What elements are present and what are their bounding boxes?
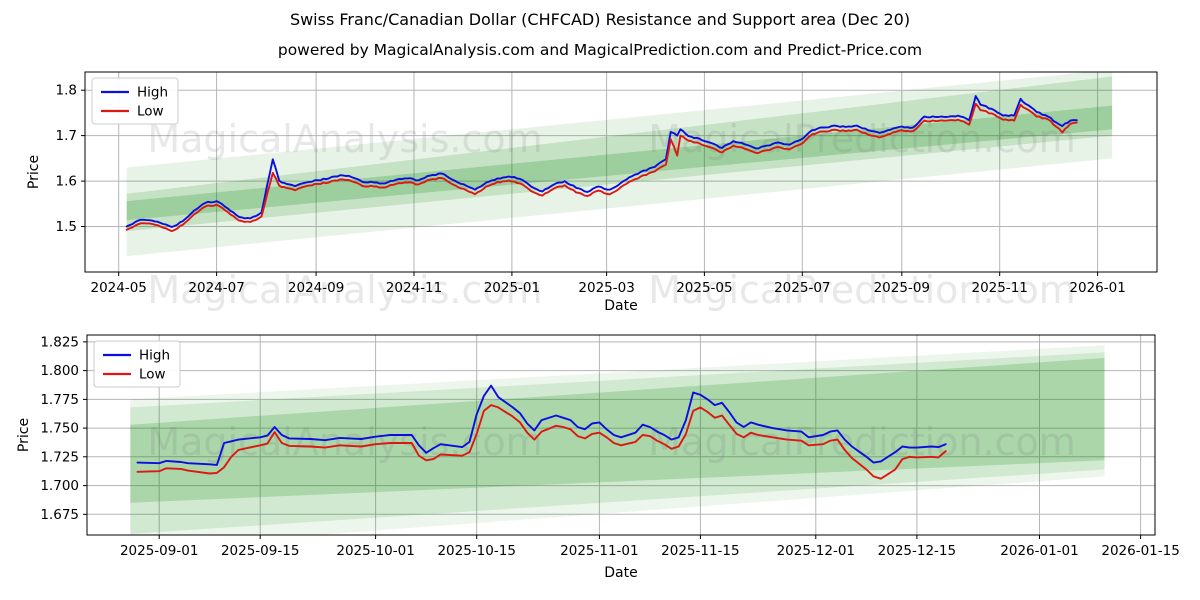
legend: High Low [91, 77, 179, 125]
low-line [125, 102, 1078, 233]
series-layer [125, 95, 1078, 233]
y-tick-label: 1.7 [56, 128, 77, 144]
x-tick-label: 2025-10-01 [336, 543, 414, 559]
x-tick-label: 2025-11-01 [560, 543, 638, 559]
watermark-text: MagicalAnalysis.com [147, 268, 542, 312]
chfcad-recent-chart-group: MagicalAnalysis.com MagicalPrediction.com… [16, 334, 1180, 581]
x-tick-label: 2024-05 [90, 280, 146, 296]
legend-label: High [137, 85, 168, 101]
watermark-text: MagicalPrediction.com [648, 420, 1076, 464]
y-tick-label: 1.800 [40, 363, 79, 379]
series-layer [136, 384, 947, 480]
y-tick-label: 1.825 [40, 334, 79, 350]
x-tick-label: 2026-01-01 [1000, 543, 1078, 559]
y-axis-label: Price [16, 418, 32, 452]
x-tick-label: 2025-11 [971, 280, 1027, 296]
y-axis-label: Price [26, 155, 42, 189]
support-resistance-band [126, 76, 1113, 232]
support-resistance-band [126, 72, 1113, 257]
x-tick-label: 2024-09 [288, 280, 344, 296]
tick-labels: 2025-09-01 2025-09-15 2025-10-01 2025-10-15… [40, 334, 1179, 559]
y-tick-label: 1.8 [56, 83, 77, 99]
legend-box [93, 340, 181, 388]
y-tick-label: 1.5 [56, 219, 77, 235]
watermark-text: MagicalAnalysis.com [147, 420, 542, 464]
legend: High Low [93, 340, 181, 388]
x-tick-label: 2025-11-15 [661, 543, 739, 559]
chart-subtitle: powered by MagicalAnalysis.com and Magic… [277, 41, 923, 59]
legend-label: High [139, 348, 170, 364]
legend-box [91, 77, 179, 125]
x-axis-label: Date [604, 298, 637, 314]
tick-marks [81, 89, 1099, 276]
gridlines [87, 335, 1155, 535]
legend-label: Low [139, 367, 166, 383]
x-tick-label: 2025-09 [874, 280, 930, 296]
x-tick-label: 2025-01 [484, 280, 540, 296]
y-tick-label: 1.750 [40, 421, 79, 437]
support-resistance-band [130, 352, 1105, 534]
y-tick-label: 1.775 [40, 392, 79, 408]
tick-marks [83, 341, 1142, 539]
support-resistance-band [130, 358, 1105, 503]
watermark-text: MagicalPrediction.com [648, 268, 1076, 312]
x-tick-label: 2025-09-01 [120, 543, 198, 559]
x-tick-label: 2025-05 [676, 280, 732, 296]
y-tick-label: 1.6 [56, 174, 77, 190]
watermark-text: MagicalPrediction.com [648, 117, 1076, 161]
support-resistance-band [130, 345, 1105, 535]
x-axis-label: Date [604, 565, 637, 581]
y-tick-label: 1.675 [40, 507, 79, 523]
high-line [136, 384, 947, 466]
axes-spines [84, 71, 1158, 273]
tick-labels: 2024-05 2024-07 2024-09 2024-11 2025-01 2025-… [56, 83, 1126, 296]
chart-title: Swiss Franc/Canadian Dollar (CHFCAD) Res… [289, 10, 911, 29]
x-tick-label: 2024-07 [188, 280, 244, 296]
bands-layer [130, 345, 1105, 535]
x-tick-label: 2025-09-15 [221, 543, 299, 559]
gridlines [85, 72, 1157, 272]
x-tick-label: 2026-01-15 [1101, 543, 1179, 559]
x-tick-label: 2026-01 [1069, 280, 1125, 296]
y-tick-label: 1.700 [40, 478, 79, 494]
x-tick-label: 2024-11 [386, 280, 442, 296]
high-line [125, 95, 1078, 228]
x-tick-label: 2025-07 [774, 280, 830, 296]
x-tick-label: 2025-03 [578, 280, 634, 296]
watermark-text: MagicalAnalysis.com [147, 117, 542, 161]
chfcad-daily-chart-group: MagicalAnalysis.com MagicalPrediction.com… [26, 71, 1158, 314]
legend-label: Low [137, 104, 164, 120]
x-tick-label: 2025-10-15 [437, 543, 515, 559]
x-tick-label: 2025-12-01 [777, 543, 855, 559]
axes-spines [86, 334, 1156, 536]
y-tick-label: 1.725 [40, 449, 79, 465]
x-tick-label: 2025-12-15 [878, 543, 956, 559]
low-line [136, 404, 947, 480]
